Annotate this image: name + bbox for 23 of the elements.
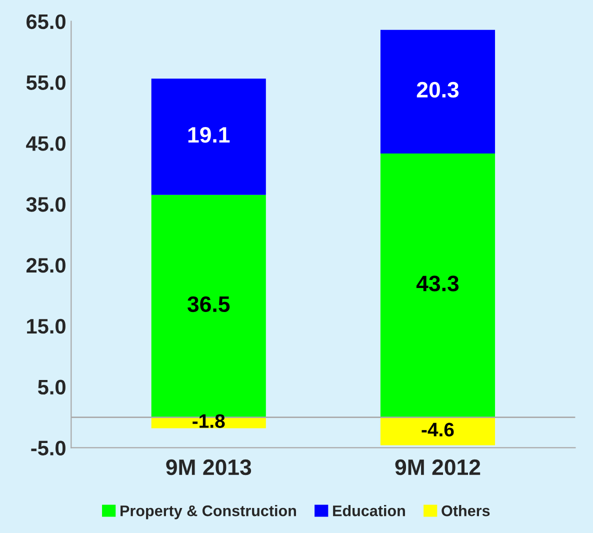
bar bbox=[380, 417, 496, 446]
data-label: -4.6 bbox=[422, 422, 454, 436]
data-label: 43.3 bbox=[416, 276, 459, 292]
x-tick-label: 9M 2012 bbox=[395, 459, 480, 476]
data-label: 20.3 bbox=[416, 82, 459, 98]
y-tick-label: 45.0 bbox=[26, 136, 66, 151]
y-tick-label: 65.0 bbox=[26, 14, 66, 30]
data-label: -1.8 bbox=[192, 414, 225, 428]
y-tick-label: -5.0 bbox=[31, 440, 66, 456]
legend-label: Others bbox=[442, 505, 490, 516]
y-tick-label: 5.0 bbox=[38, 380, 66, 395]
x-tick-label: 9M 2013 bbox=[166, 459, 252, 476]
bar bbox=[380, 154, 496, 418]
y-tick-label: 35.0 bbox=[26, 197, 66, 212]
legend-label: Education bbox=[333, 505, 405, 516]
data-label: 36.5 bbox=[188, 296, 230, 312]
y-tick-label: 55.0 bbox=[26, 75, 66, 90]
legend-label: Property & Construction bbox=[120, 505, 296, 520]
y-tick-label: 15.0 bbox=[27, 318, 66, 334]
data-label: 19.1 bbox=[188, 126, 230, 143]
bar bbox=[151, 78, 266, 195]
y-tick-label: 25.0 bbox=[26, 258, 66, 273]
bar bbox=[380, 30, 496, 154]
